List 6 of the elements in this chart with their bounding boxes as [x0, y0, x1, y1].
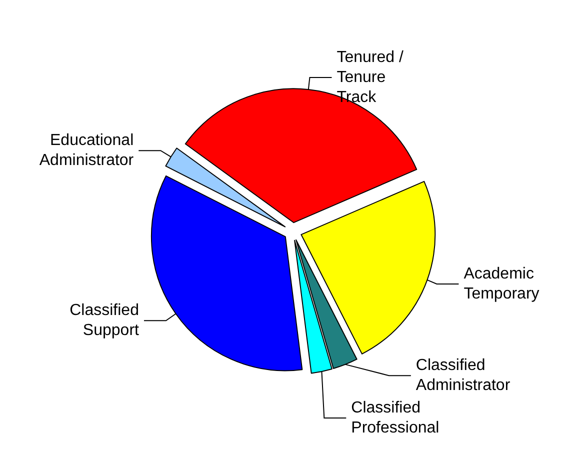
slice-label: Tenured / Tenure Track [336, 49, 404, 106]
slice-label: Classified Administrator [416, 357, 511, 394]
slice-label: Educational Administrator [39, 132, 134, 170]
slice-label: Classified Support [70, 302, 140, 340]
slice-label: Academic Temporary [464, 266, 540, 303]
slice-label: Classified Professional [351, 400, 440, 437]
